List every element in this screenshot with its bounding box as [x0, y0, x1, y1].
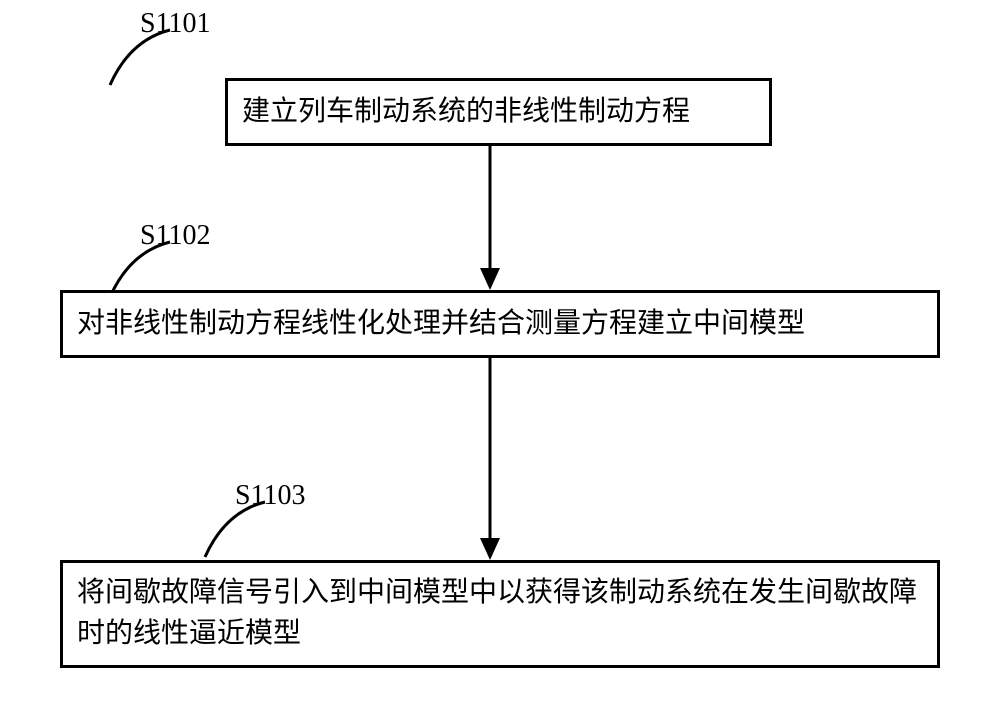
flowchart-canvas: S1101 建立列车制动系统的非线性制动方程 S1102 对非线性制动方程线性化… — [0, 0, 1000, 714]
edge-n1-n2 — [475, 146, 505, 296]
flow-node-1: 建立列车制动系统的非线性制动方程 — [225, 78, 772, 146]
label-connector-s1101 — [110, 30, 190, 100]
flow-node-1-text: 建立列车制动系统的非线性制动方程 — [242, 92, 690, 133]
flow-node-2: 对非线性制动方程线性化处理并结合测量方程建立中间模型 — [60, 290, 940, 358]
edge-n2-n3 — [475, 358, 505, 568]
flow-node-3-text: 将间歇故障信号引入到中间模型中以获得该制动系统在发生间歇故障时的线性逼近模型 — [77, 573, 923, 654]
flow-node-2-text: 对非线性制动方程线性化处理并结合测量方程建立中间模型 — [77, 304, 805, 345]
flow-node-3: 将间歇故障信号引入到中间模型中以获得该制动系统在发生间歇故障时的线性逼近模型 — [60, 560, 940, 668]
